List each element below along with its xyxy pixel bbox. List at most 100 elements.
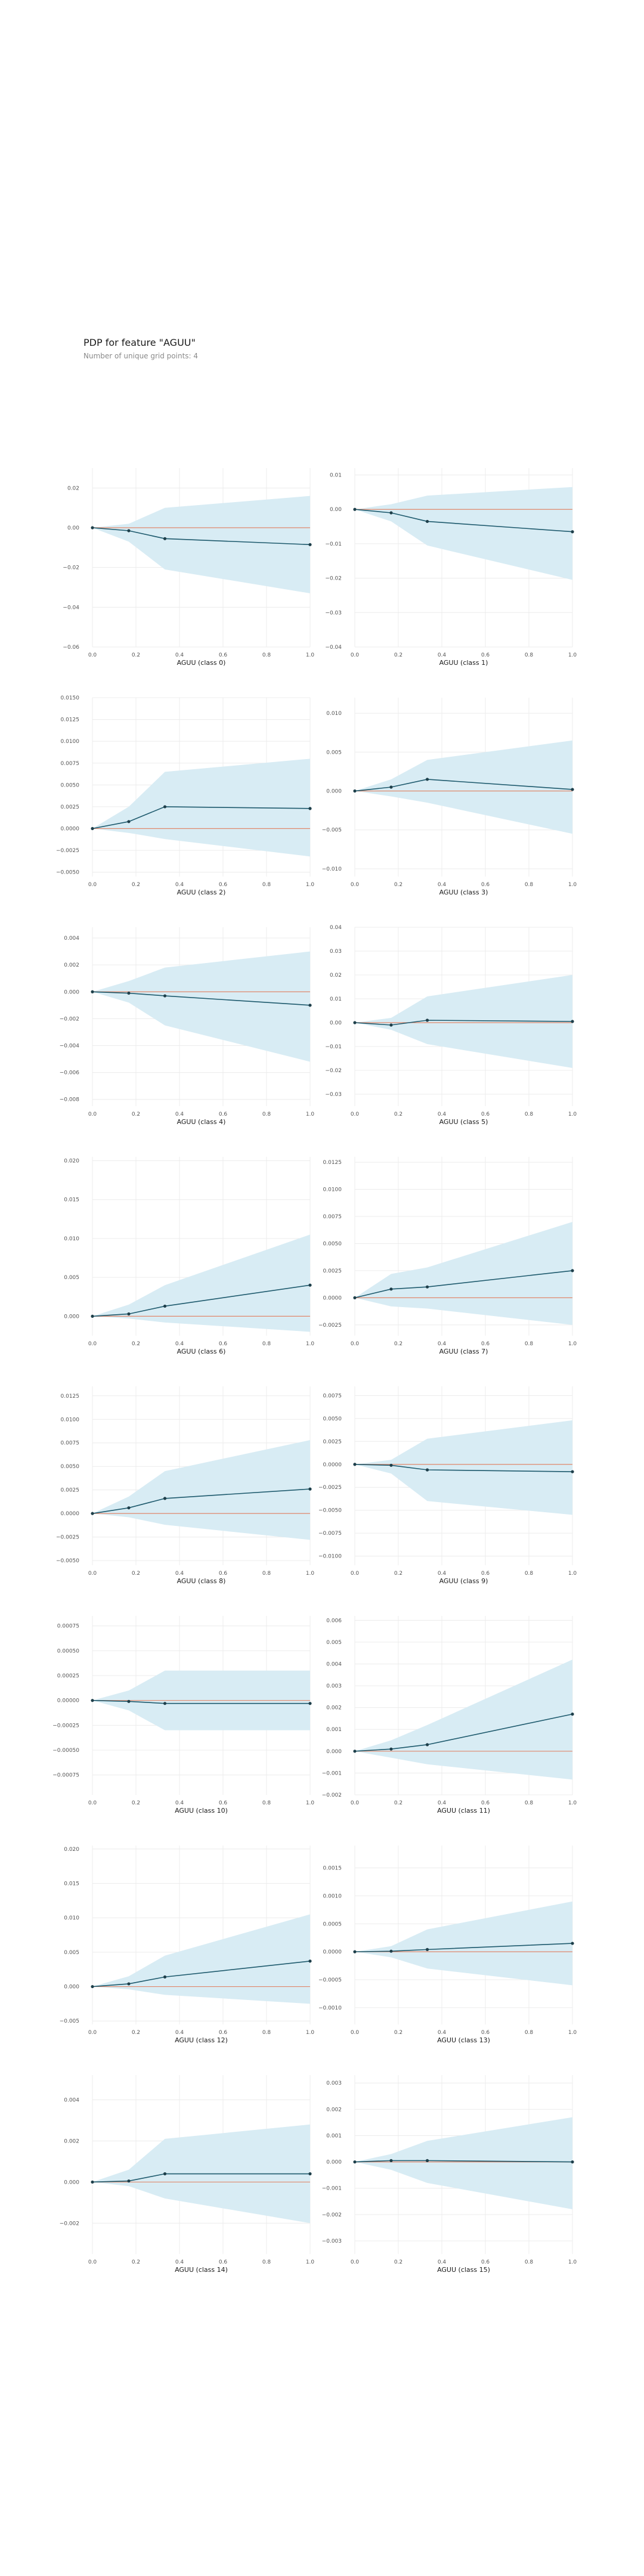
- x-axis-label: AGUU (class 13): [437, 2036, 490, 2044]
- y-tick-label: −0.0025: [318, 1323, 342, 1329]
- x-tick-label: 0.2: [132, 2259, 140, 2265]
- y-tick-label: 0.010: [64, 1236, 79, 1242]
- x-tick-label: 1.0: [306, 2259, 315, 2265]
- y-tick-label: 0.0010: [323, 1893, 342, 1899]
- x-tick-label: 0.0: [88, 652, 97, 658]
- x-tick-label: 0.0: [88, 1800, 97, 1806]
- y-tick-label: 0.004: [326, 1661, 342, 1667]
- y-tick-label: 0.001: [326, 1727, 342, 1733]
- pdp-point: [163, 1975, 167, 1979]
- pdp-line: [92, 1699, 310, 1704]
- x-axis-label: AGUU (class 0): [177, 659, 226, 667]
- pdp-point: [308, 1702, 312, 1705]
- pdp-point: [389, 2159, 393, 2162]
- y-tick-label: 0.00: [67, 525, 79, 531]
- page-subtitle: Number of unique grid points: 4: [83, 352, 199, 360]
- y-tick-label: 0.0025: [61, 1488, 80, 1494]
- pdp-subplot-class-4: 0.0 0.2 0.4 0.6 0.8 1.0 0.004 0.002 0.000 −0.002 −…: [60, 927, 314, 1126]
- y-tick-label: −0.03: [325, 1092, 342, 1098]
- y-tick-label: −0.01: [325, 1044, 342, 1050]
- y-tick-label: −0.0050: [318, 1508, 342, 1514]
- confidence-band: [355, 975, 572, 1068]
- x-tick-label: 0.0: [351, 1800, 360, 1806]
- x-axis-label: AGUU (class 15): [437, 2266, 490, 2274]
- x-tick-label: 0.4: [175, 2030, 184, 2036]
- x-tick-label: 0.2: [394, 882, 402, 888]
- y-tick-label: 0.02: [330, 973, 342, 979]
- pdp-point: [425, 1948, 429, 1951]
- figure-header: PDP for feature "AGUU" Number of unique …: [83, 337, 198, 360]
- x-axis-label: AGUU (class 6): [177, 1348, 226, 1355]
- x-tick-label: 0.0: [351, 882, 360, 888]
- y-tick-label: 0.0050: [61, 782, 80, 788]
- x-tick-label: 0.6: [481, 1111, 490, 1117]
- x-tick-label: 1.0: [568, 2259, 577, 2265]
- y-tick-label: 0.0005: [323, 1921, 342, 1927]
- pdp-point: [353, 2160, 357, 2164]
- x-tick-label: 0.4: [175, 882, 184, 888]
- pdp-subplot-class-7: 0.0 0.2 0.4 0.6 0.8 1.0 0.0125 0.0100 0.0075 0.00…: [318, 1157, 577, 1355]
- x-tick-label: 0.6: [481, 2030, 490, 2036]
- pdp-point: [127, 1699, 131, 1703]
- y-tick-label: 0.0125: [61, 717, 80, 723]
- x-tick-label: 0.2: [132, 1800, 140, 1806]
- x-tick-label: 0.4: [438, 652, 447, 658]
- pdp-subplot-class-3: 0.0 0.2 0.4 0.6 0.8 1.0 0.010 0.005 0.000 −0.005 −…: [322, 698, 577, 896]
- x-tick-label: 1.0: [306, 882, 315, 888]
- x-tick-label: 0.0: [88, 1571, 97, 1577]
- x-tick-label: 0.0: [88, 1111, 97, 1117]
- x-tick-label: 0.8: [262, 652, 271, 658]
- pdp-point: [127, 1982, 131, 1986]
- pdp-line: [354, 1713, 573, 1752]
- y-tick-label: 0.004: [64, 936, 79, 942]
- y-tick-label: 0.0125: [323, 1160, 342, 1166]
- pdp-point: [163, 805, 167, 809]
- y-tick-label: 0.000: [326, 2160, 342, 2166]
- y-tick-label: 0.0050: [323, 1416, 342, 1422]
- x-tick-label: 0.6: [481, 1571, 490, 1577]
- y-tick-label: 0.0100: [323, 1187, 342, 1193]
- y-tick-label: −0.04: [325, 645, 342, 651]
- pdp-subplot-class-11: 0.0 0.2 0.4 0.6 0.8 1.0 0.006 0.005 0.004 0.003 0.…: [322, 1616, 577, 1815]
- y-tick-label: 0.010: [64, 1915, 79, 1921]
- y-tick-label: −0.003: [322, 2238, 342, 2244]
- pdp-subplot-class-9: 0.0 0.2 0.4 0.6 0.8 1.0 0.0075 0.0050 0.0025 0.00…: [318, 1386, 577, 1585]
- x-tick-label: 0.6: [219, 1341, 228, 1347]
- x-tick-label: 1.0: [568, 1800, 577, 1806]
- y-tick-label: −0.006: [60, 1070, 80, 1076]
- confidence-band: [92, 951, 310, 1062]
- y-tick-label: 0.0100: [61, 1417, 80, 1423]
- pdp-point: [127, 1506, 131, 1510]
- x-tick-label: 0.8: [262, 1111, 271, 1117]
- confidence-band: [355, 740, 572, 834]
- pdp-point: [425, 2159, 429, 2162]
- x-tick-label: 0.2: [394, 2259, 402, 2265]
- x-tick-label: 0.6: [219, 652, 228, 658]
- pdp-point: [127, 1312, 131, 1316]
- y-tick-label: 0.010: [326, 711, 342, 717]
- y-tick-label: 0.00050: [57, 1648, 79, 1654]
- pdp-subplot-class-0: 0.0 0.2 0.4 0.6 0.8 1.0 0.02 0.00 −0.02 −0.04 −0.0…: [63, 468, 314, 667]
- x-tick-label: 0.6: [219, 882, 228, 888]
- y-tick-label: 0.04: [330, 925, 342, 931]
- pdp-point: [425, 1018, 429, 1022]
- y-tick-label: 0.004: [64, 2097, 79, 2103]
- x-tick-label: 0.6: [219, 1571, 228, 1577]
- x-tick-label: 0.2: [394, 652, 402, 658]
- pdp-point: [353, 507, 357, 511]
- y-tick-label: 0.000: [326, 1749, 342, 1755]
- y-tick-label: −0.005: [60, 2018, 79, 2024]
- pdp-point: [91, 990, 94, 993]
- pdp-point: [91, 1314, 94, 1318]
- y-tick-label: 0.0100: [61, 739, 80, 745]
- x-tick-label: 0.6: [481, 652, 490, 658]
- x-tick-label: 0.6: [481, 1800, 490, 1806]
- pdp-point: [571, 1269, 574, 1272]
- x-tick-label: 0.4: [175, 1111, 184, 1117]
- pdp-point: [353, 1750, 357, 1753]
- pdp-point: [91, 2180, 94, 2184]
- pdp-point: [389, 785, 393, 789]
- pdp-point: [91, 1984, 94, 1989]
- pdp-point: [389, 1287, 393, 1291]
- pdp-point: [91, 826, 94, 831]
